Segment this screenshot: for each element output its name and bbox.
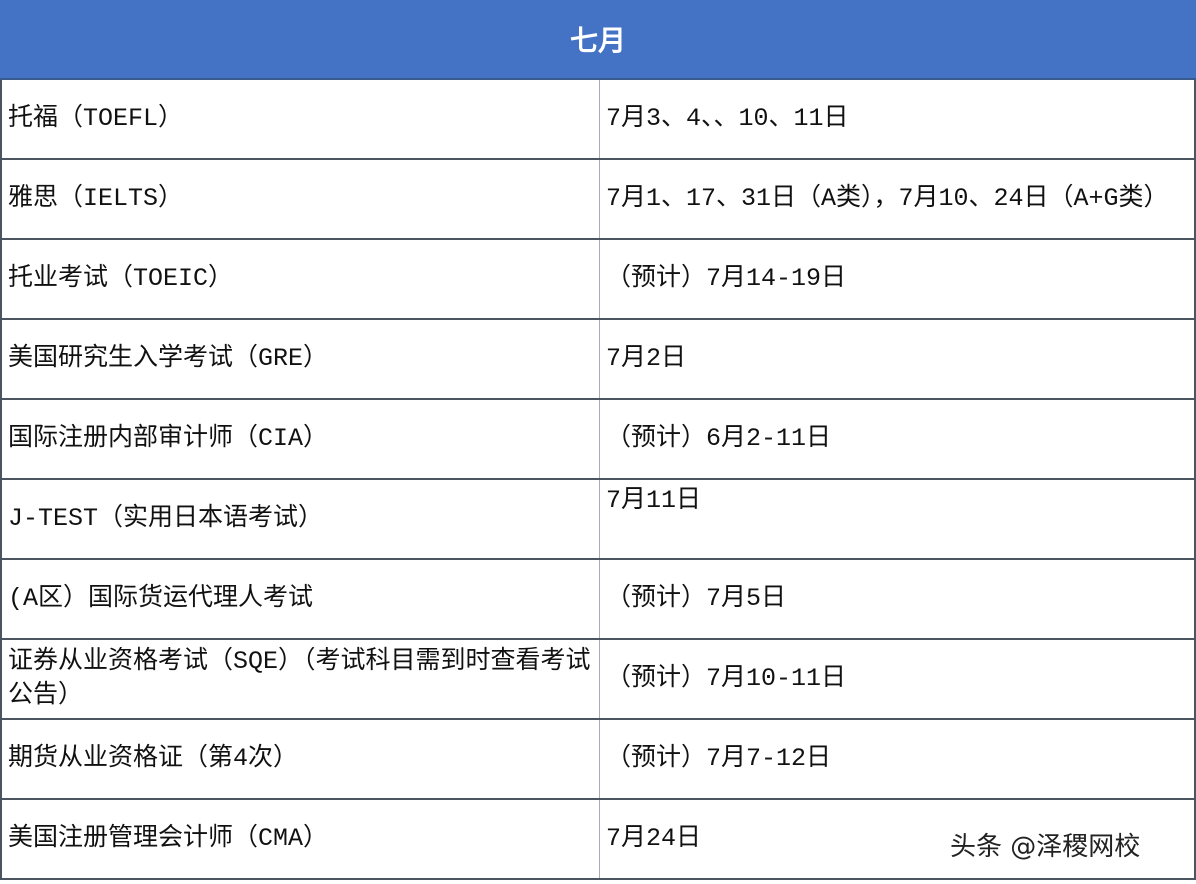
table-row: 美国研究生入学考试（GRE） 7月2日: [0, 320, 1196, 400]
table-row: 证券从业资格考试（SQE）（考试科目需到时查看考试公告） （预计）7月10-11日: [0, 640, 1196, 720]
exam-name: 托业考试（TOEIC）: [2, 240, 600, 318]
table-row: J-TEST（实用日本语考试） 7月11日: [0, 480, 1196, 560]
exam-name: 证券从业资格考试（SQE）（考试科目需到时查看考试公告）: [2, 640, 600, 718]
exam-date: 7月2日: [606, 344, 687, 373]
exam-date: （预计）7月10-11日: [606, 664, 847, 693]
table-header-month: 七月: [0, 0, 1196, 80]
table-row: 美国注册管理会计师（CMA） 7月24日: [0, 800, 1196, 880]
exam-date: （预计）6月2-11日: [606, 424, 832, 453]
exam-date: 7月11日: [606, 486, 702, 515]
table-row: 雅思（IELTS） 7月1、17、31日（A类），7月10、24日（A+G类）: [0, 160, 1196, 240]
exam-date: （预计）7月5日: [606, 584, 787, 613]
exam-name: 雅思（IELTS）: [2, 160, 600, 238]
exam-name: 美国注册管理会计师（CMA）: [2, 800, 600, 878]
exam-date: （预计）7月7-12日: [606, 744, 832, 773]
exam-name: 美国研究生入学考试（GRE）: [2, 320, 600, 398]
table-row: 国际注册内部审计师（CIA） （预计）6月2-11日: [0, 400, 1196, 480]
exam-date: 7月24日: [606, 824, 702, 853]
watermark: 头条 @泽稷网校: [950, 832, 1141, 862]
exam-name: J-TEST（实用日本语考试）: [2, 480, 600, 558]
table-row: 期货从业资格证（第4次） （预计）7月7-12日: [0, 720, 1196, 800]
exam-name: 托福（TOEFL）: [2, 80, 600, 158]
exam-name: (A区）国际货运代理人考试: [2, 560, 600, 638]
table-row: 托福（TOEFL） 7月3、4、、10、11日: [0, 80, 1196, 160]
table-row: 托业考试（TOEIC） （预计）7月14-19日: [0, 240, 1196, 320]
exam-name: 期货从业资格证（第4次）: [2, 720, 600, 798]
exam-date: 7月3、4、、10、11日: [606, 104, 849, 133]
table-row: (A区）国际货运代理人考试 （预计）7月5日: [0, 560, 1196, 640]
exam-name: 国际注册内部审计师（CIA）: [2, 400, 600, 478]
exam-date: 7月1、17、31日（A类），7月10、24日（A+G类）: [606, 184, 1169, 213]
exam-date: （预计）7月14-19日: [606, 264, 847, 293]
